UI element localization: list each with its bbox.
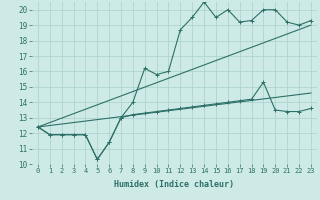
X-axis label: Humidex (Indice chaleur): Humidex (Indice chaleur) (115, 180, 234, 189)
